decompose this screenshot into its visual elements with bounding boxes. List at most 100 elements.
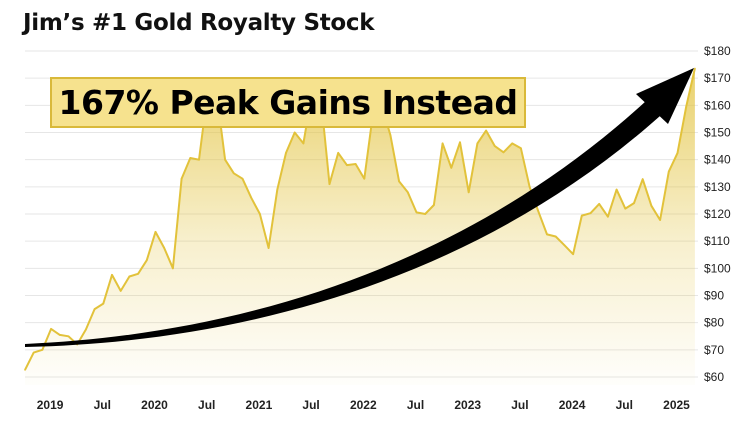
y-tick-label: $150 xyxy=(704,126,731,140)
data-point xyxy=(32,351,35,354)
data-point xyxy=(676,152,679,154)
data-point xyxy=(650,205,653,207)
data-point xyxy=(633,202,635,204)
data-point xyxy=(267,247,270,249)
y-tick-label: $110 xyxy=(704,234,730,248)
data-point xyxy=(24,369,26,371)
data-point xyxy=(59,334,61,336)
data-point xyxy=(624,207,627,210)
data-point xyxy=(476,142,479,145)
data-point xyxy=(250,196,252,199)
y-tick-label: $60 xyxy=(704,370,724,384)
data-point xyxy=(398,180,400,183)
y-tick-label: $180 xyxy=(704,44,731,58)
data-point xyxy=(67,335,70,338)
y-tick-label: $70 xyxy=(704,343,724,357)
data-point xyxy=(424,213,427,215)
price-line xyxy=(24,68,696,371)
x-tick-label: Jul xyxy=(407,398,424,412)
data-point xyxy=(537,210,540,213)
data-point xyxy=(128,275,131,278)
data-point xyxy=(163,247,165,249)
trend-arrow-head xyxy=(636,68,694,124)
data-point xyxy=(415,211,418,214)
data-point xyxy=(502,151,505,154)
data-point xyxy=(581,214,583,217)
x-tick-label: 2023 xyxy=(454,398,481,412)
data-point xyxy=(485,129,487,132)
data-point xyxy=(615,188,618,191)
data-point xyxy=(589,212,592,214)
data-point xyxy=(441,142,444,145)
data-point xyxy=(285,152,287,154)
data-point xyxy=(198,158,200,161)
x-tick-label: Jul xyxy=(198,398,215,412)
data-point xyxy=(554,235,557,238)
data-point xyxy=(137,272,139,275)
data-point xyxy=(641,178,644,181)
data-point xyxy=(520,147,522,150)
data-point xyxy=(546,233,548,236)
data-point xyxy=(172,267,174,270)
data-point xyxy=(389,134,392,137)
data-point xyxy=(50,328,52,330)
x-tick-label: 2020 xyxy=(141,398,168,412)
data-point xyxy=(659,219,661,221)
gains-callout: 167% Peak Gains Instead xyxy=(50,77,526,128)
y-tick-label: $90 xyxy=(704,289,724,303)
data-point xyxy=(607,215,609,218)
data-point xyxy=(93,308,96,310)
data-point xyxy=(119,290,122,292)
data-point xyxy=(528,186,531,188)
data-point xyxy=(572,253,574,256)
data-point xyxy=(346,164,348,166)
data-point xyxy=(154,231,157,233)
data-point xyxy=(433,204,435,206)
chart-title: Jim’s #1 Gold Royalty Stock xyxy=(23,10,375,36)
data-point xyxy=(233,172,235,175)
area-fill xyxy=(25,68,695,386)
data-point xyxy=(668,170,670,173)
y-tick-label: $130 xyxy=(704,180,731,194)
data-point xyxy=(450,167,453,169)
data-point xyxy=(276,188,279,191)
x-tick-label: Jul xyxy=(616,398,633,412)
y-tick-label: $100 xyxy=(704,261,731,275)
data-point xyxy=(685,105,687,108)
data-point xyxy=(598,203,600,205)
data-point xyxy=(511,142,513,145)
data-point xyxy=(41,349,44,351)
data-point xyxy=(189,157,192,159)
y-tick-label: $80 xyxy=(704,316,724,330)
data-point xyxy=(459,141,461,144)
x-tick-label: Jul xyxy=(511,398,528,412)
data-point xyxy=(146,259,148,261)
data-point xyxy=(241,177,244,180)
data-point xyxy=(694,67,696,70)
data-point xyxy=(180,177,183,180)
data-point xyxy=(328,183,331,185)
x-tick-label: 2022 xyxy=(350,398,377,412)
data-point xyxy=(102,302,105,305)
data-point xyxy=(563,244,566,247)
data-point xyxy=(111,274,113,276)
y-tick-label: $160 xyxy=(704,98,731,112)
data-point xyxy=(224,158,226,161)
x-tick-label: Jul xyxy=(94,398,111,412)
data-point xyxy=(363,177,366,180)
x-tick-label: 2024 xyxy=(559,398,586,412)
data-point xyxy=(337,152,340,154)
callout-text: 167% Peak Gains Instead xyxy=(58,83,518,122)
data-point xyxy=(407,191,409,194)
data-point xyxy=(354,163,357,165)
y-tick-label: $170 xyxy=(704,71,731,85)
y-tick-label: $120 xyxy=(704,207,731,221)
y-tick-label: $140 xyxy=(704,153,731,167)
x-tick-label: 2021 xyxy=(246,398,273,412)
data-point xyxy=(467,191,470,194)
data-point xyxy=(494,145,496,147)
data-point xyxy=(302,142,305,145)
data-point xyxy=(85,328,87,331)
data-point xyxy=(293,131,296,134)
